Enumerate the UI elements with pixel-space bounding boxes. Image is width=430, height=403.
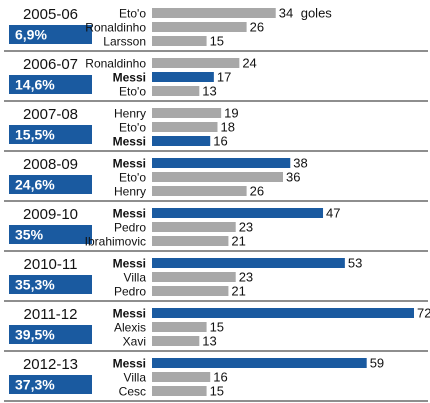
player-name: Pedro xyxy=(114,285,146,299)
player-name: Eto'o xyxy=(119,121,146,135)
goal-value-label: 26 xyxy=(250,20,264,35)
goal-value-label: 72 xyxy=(417,306,430,321)
percentage-badge xyxy=(9,175,92,194)
season-label: 2005-06 xyxy=(23,6,78,23)
goal-value-label: 13 xyxy=(202,84,216,99)
goal-value-label: 21 xyxy=(231,284,245,299)
goal-bar xyxy=(152,136,211,146)
player-name: Messi xyxy=(113,357,146,371)
goal-bar xyxy=(152,8,276,18)
goal-value-label: 16 xyxy=(213,370,227,385)
goal-value-label: 19 xyxy=(224,106,238,121)
percentage-label: 24,6% xyxy=(15,177,55,193)
goal-bar xyxy=(152,122,218,132)
percentage-badge xyxy=(9,325,92,344)
player-name: Henry xyxy=(114,185,146,199)
goal-bar xyxy=(152,72,214,82)
goal-bar xyxy=(152,208,324,218)
goal-bar xyxy=(152,258,345,268)
player-name: Eto'o xyxy=(119,7,146,21)
goal-value-label: 21 xyxy=(231,234,245,249)
player-name: Messi xyxy=(113,135,146,149)
goal-bar xyxy=(152,272,236,282)
goal-bar xyxy=(152,308,414,318)
percentage-label: 35% xyxy=(15,227,44,243)
player-name: Messi xyxy=(113,71,146,85)
percentage-label: 39,5% xyxy=(15,327,55,343)
goal-value-label: 13 xyxy=(202,334,216,349)
player-name: Villa xyxy=(124,271,147,285)
goal-bar xyxy=(152,58,240,68)
goal-bar xyxy=(152,22,247,32)
player-name: Ibrahimovic xyxy=(85,235,146,249)
player-name: Eto'o xyxy=(119,85,146,99)
season-label: 2009-10 xyxy=(23,206,78,223)
player-name: Larsson xyxy=(103,35,146,49)
goal-bar xyxy=(152,172,283,182)
player-name: Messi xyxy=(113,257,146,271)
goal-value-label: 59 xyxy=(370,356,384,371)
player-name: Ronaldinho xyxy=(85,57,146,71)
player-name: Messi xyxy=(113,307,146,321)
goal-value-label: 18 xyxy=(221,120,235,135)
percentage-label: 6,9% xyxy=(15,27,47,43)
goal-value-label: 15 xyxy=(210,384,224,399)
goal-value-label: 15 xyxy=(210,320,224,335)
percentage-label: 15,5% xyxy=(15,127,55,143)
unit-label: goles xyxy=(301,6,333,21)
goal-value-label: 36 xyxy=(286,170,300,185)
goal-value-label: 23 xyxy=(239,270,253,285)
goal-value-label: 23 xyxy=(239,220,253,235)
goal-bar xyxy=(152,386,207,396)
player-name: Eto'o xyxy=(119,171,146,185)
player-name: Messi xyxy=(113,207,146,221)
percentage-badge xyxy=(9,375,92,394)
season-label: 2012-13 xyxy=(23,356,78,373)
percentage-badge xyxy=(9,275,92,294)
goal-value-label: 24 xyxy=(242,56,256,71)
goal-bar xyxy=(152,86,200,96)
percentage-badge xyxy=(9,25,92,44)
player-name: Xavi xyxy=(123,335,146,349)
player-name: Pedro xyxy=(114,221,146,235)
goal-bar xyxy=(152,158,291,168)
percentage-label: 35,3% xyxy=(15,277,55,293)
player-name: Messi xyxy=(113,157,146,171)
goal-bar xyxy=(152,286,229,296)
goal-bar xyxy=(152,372,211,382)
goal-value-label: 47 xyxy=(326,206,340,221)
goal-value-label: 38 xyxy=(293,156,307,171)
goal-value-label: 16 xyxy=(213,134,227,149)
goal-bar xyxy=(152,236,229,246)
player-name: Villa xyxy=(124,371,147,385)
goal-bar xyxy=(152,222,236,232)
percentage-badge xyxy=(9,125,92,144)
percentage-badge xyxy=(9,75,92,94)
season-label: 2008-09 xyxy=(23,156,78,173)
season-label: 2010-11 xyxy=(24,256,78,273)
goal-bar xyxy=(152,358,367,368)
goal-bar xyxy=(152,186,247,196)
player-name: Henry xyxy=(114,107,146,121)
goal-bar xyxy=(152,322,207,332)
season-label: 2006-07 xyxy=(23,56,78,73)
goal-bar xyxy=(152,336,200,346)
player-name: Alexis xyxy=(114,321,146,335)
goal-bar xyxy=(152,36,207,46)
player-name: Ronaldinho xyxy=(85,21,146,35)
percentage-label: 14,6% xyxy=(15,77,55,93)
season-label: 2007-08 xyxy=(23,106,78,123)
goal-bar xyxy=(152,108,222,118)
season-label: 2011-12 xyxy=(24,306,78,323)
goal-value-label: 26 xyxy=(250,184,264,199)
goal-value-label: 17 xyxy=(217,70,231,85)
goal-value-label: 53 xyxy=(348,256,362,271)
percentage-badge xyxy=(9,225,92,244)
percentage-label: 37,3% xyxy=(15,377,55,393)
goal-value-label: 15 xyxy=(210,34,224,49)
goal-value-label: 34 xyxy=(279,6,293,21)
player-name: Cesc xyxy=(119,385,146,399)
